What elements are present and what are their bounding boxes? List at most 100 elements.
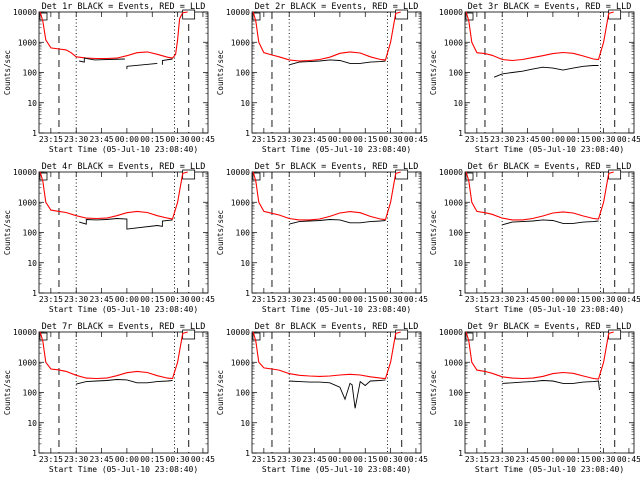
- y-tick-label: 1000: [18, 198, 37, 207]
- chart-det-4r: Det 4r BLACK = Events, RED = LLD 1 10 100 10…: [3, 162, 215, 314]
- x-tick-label: 00:00: [328, 295, 352, 304]
- y-tick-label: 100: [236, 229, 251, 238]
- corner-marker-box: [252, 172, 261, 181]
- x-tick-label: 23:15: [465, 135, 489, 144]
- x-axis-label: Start Time (05-Jul-10 23:08:40): [475, 305, 624, 314]
- x-tick-label: 00:15: [353, 135, 377, 144]
- plot-frame: [251, 11, 422, 134]
- series-line-events: [79, 218, 173, 230]
- y-axis-label: Counts/sec: [3, 50, 12, 95]
- x-tick-label: 00:45: [404, 295, 428, 304]
- corner-marker-box: [608, 9, 622, 20]
- plot-frame: [464, 11, 635, 134]
- series-line-events: [79, 57, 95, 63]
- x-tick-label: 23:30: [277, 135, 301, 144]
- series-line-events: [493, 65, 599, 78]
- y-axis-label: Counts/sec: [216, 210, 225, 255]
- series-line-lld: [252, 331, 401, 380]
- x-tick-label: 23:45: [303, 135, 327, 144]
- y-tick-label: 1: [245, 449, 250, 458]
- y-tick-label: 100: [236, 69, 251, 78]
- corner-marker-box: [39, 332, 48, 341]
- x-tick-label: 00:00: [115, 295, 139, 304]
- series-line-events: [126, 62, 158, 70]
- x-tick-label: 23:15: [39, 135, 63, 144]
- chart-title: Det 8r BLACK = Events, RED = LLD: [255, 322, 419, 332]
- panel-det-3r: Det 3r BLACK = Events, RED = LLD 1 10 100 10…: [426, 0, 640, 160]
- y-axis-label: Counts/sec: [429, 50, 438, 95]
- y-tick-label: 100: [449, 389, 464, 398]
- y-tick-label: 10000: [13, 328, 37, 337]
- x-tick-label: 23:30: [490, 455, 514, 464]
- x-tick-label: 23:15: [252, 135, 276, 144]
- y-tick-label: 100: [23, 389, 38, 398]
- chart-title: Det 6r BLACK = Events, RED = LLD: [468, 162, 632, 172]
- corner-marker-box: [465, 332, 474, 341]
- x-tick-label: 00:45: [191, 135, 215, 144]
- y-tick-label: 100: [23, 229, 38, 238]
- corner-marker-box: [608, 169, 622, 180]
- series-line-events: [289, 59, 386, 66]
- series-line-events: [289, 219, 386, 225]
- corner-marker-box: [252, 12, 261, 21]
- chart-title: Det 5r BLACK = Events, RED = LLD: [255, 162, 419, 172]
- x-tick-label: 23:15: [252, 295, 276, 304]
- chart-det-2r: Det 2r BLACK = Events, RED = LLD 1 10 100 10…: [216, 2, 428, 154]
- corner-marker-box: [395, 169, 409, 180]
- y-tick-label: 10000: [226, 328, 250, 337]
- y-tick-label: 100: [449, 229, 464, 238]
- x-tick-label: 23:30: [490, 135, 514, 144]
- x-tick-label: 23:30: [64, 135, 88, 144]
- x-tick-label: 00:30: [592, 295, 616, 304]
- y-tick-label: 100: [23, 69, 38, 78]
- panel-det-1r: Det 1r BLACK = Events, RED = LLD 1 10 100 10…: [0, 0, 215, 160]
- x-tick-label: 00:45: [617, 455, 640, 464]
- x-tick-label: 00:45: [617, 295, 640, 304]
- x-tick-label: 00:45: [617, 135, 640, 144]
- x-tick-label: 00:30: [379, 455, 403, 464]
- series-line-events: [94, 58, 125, 61]
- y-tick-label: 1: [32, 129, 37, 138]
- panel-det-4r: Det 4r BLACK = Events, RED = LLD 1 10 100 10…: [0, 160, 215, 320]
- x-tick-label: 23:45: [90, 295, 114, 304]
- x-tick-label: 00:15: [566, 455, 590, 464]
- x-tick-label: 00:00: [115, 455, 139, 464]
- series-line-lld: [39, 171, 188, 220]
- y-tick-label: 1000: [231, 358, 250, 367]
- x-tick-label: 23:30: [490, 295, 514, 304]
- x-tick-label: 23:15: [39, 295, 63, 304]
- plot-frame: [38, 11, 209, 134]
- y-tick-label: 10000: [439, 168, 463, 177]
- y-axis-label: Counts/sec: [216, 50, 225, 95]
- x-tick-label: 23:45: [303, 455, 327, 464]
- y-axis-label: Counts/sec: [3, 210, 12, 255]
- y-tick-label: 10: [240, 419, 250, 428]
- x-axis-label: Start Time (05-Jul-10 23:08:40): [49, 145, 198, 154]
- y-tick-label: 1: [458, 289, 463, 298]
- x-tick-label: 00:15: [140, 295, 164, 304]
- panel-det-6r: Det 6r BLACK = Events, RED = LLD 1 10 100 10…: [426, 160, 640, 320]
- y-tick-label: 10: [27, 99, 37, 108]
- corner-marker-box: [182, 9, 196, 20]
- y-tick-label: 10: [453, 419, 463, 428]
- x-tick-label: 00:15: [140, 455, 164, 464]
- x-tick-label: 00:45: [404, 135, 428, 144]
- y-axis-label: Counts/sec: [3, 370, 12, 415]
- chart-title: Det 4r BLACK = Events, RED = LLD: [42, 162, 206, 172]
- x-tick-label: 00:45: [404, 455, 428, 464]
- corner-marker-box: [395, 329, 409, 340]
- y-tick-label: 10: [27, 259, 37, 268]
- x-tick-label: 00:45: [191, 295, 215, 304]
- y-tick-label: 10: [453, 259, 463, 268]
- x-tick-label: 00:30: [166, 455, 190, 464]
- y-axis-label: Counts/sec: [429, 210, 438, 255]
- y-tick-label: 10000: [439, 328, 463, 337]
- x-tick-label: 00:00: [328, 455, 352, 464]
- y-axis-label: Counts/sec: [216, 370, 225, 415]
- y-tick-label: 1000: [231, 38, 250, 47]
- y-tick-label: 1000: [444, 358, 463, 367]
- x-tick-label: 00:30: [166, 135, 190, 144]
- y-tick-label: 100: [449, 69, 464, 78]
- x-tick-label: 00:00: [328, 135, 352, 144]
- y-tick-label: 1: [458, 129, 463, 138]
